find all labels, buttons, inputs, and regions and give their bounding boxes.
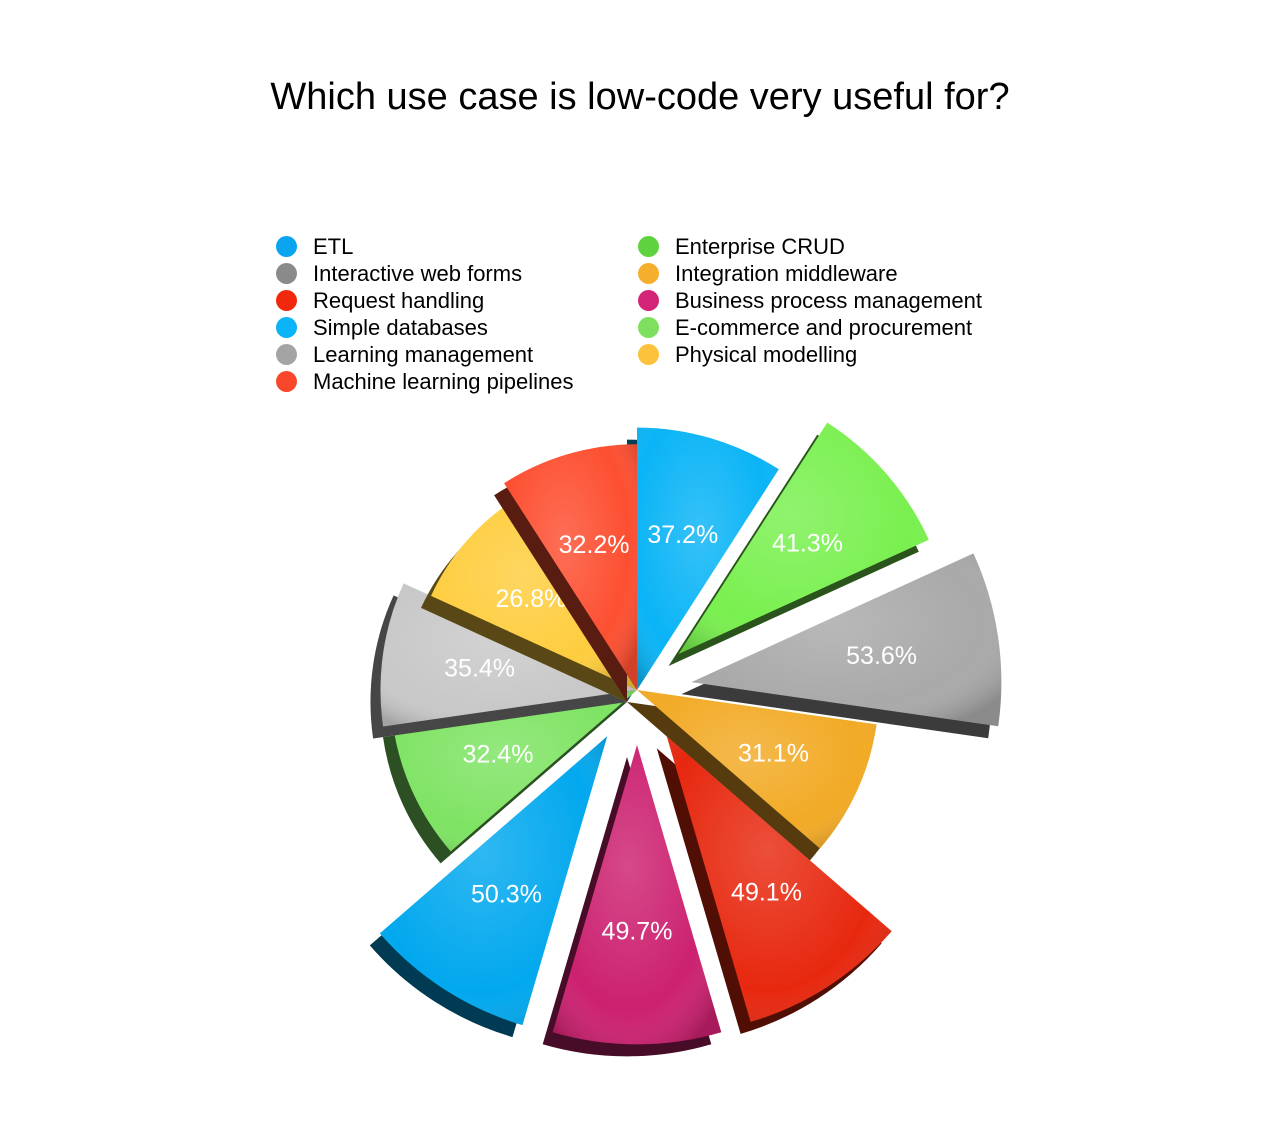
legend-swatch [276,371,297,392]
chart-title: Which use case is low-code very useful f… [270,76,1010,118]
pie-slice: 26.8% [421,499,637,702]
pie-slice-shading [380,583,637,727]
pie-slice-label: 49.1% [731,879,802,907]
pie-slice-shading [552,745,722,1045]
legend-item: Integration middleware [638,260,898,287]
pie-slice: 41.3% [668,422,929,666]
legend-label: Physical modelling [675,341,858,367]
legend-swatch [276,290,297,311]
pie-slice-shading [637,690,877,849]
legend-label: Interactive web forms [313,260,523,286]
legend-item: ETL [276,233,353,260]
legend-item: Enterprise CRUD [638,233,845,260]
legend-swatch [638,290,659,311]
pie-slice: 35.4% [370,583,637,739]
pie-slice: 37.2% [627,427,779,702]
pie-slice-shading [393,690,637,852]
legend-label: E-commerce and procurement [675,314,973,340]
legend-label: Simple databases [313,314,488,340]
legend-swatch [638,317,659,338]
pie-slice-label: 32.4% [463,741,534,769]
pie-slice-label: 31.1% [738,739,809,767]
legend-swatch [276,317,297,338]
pie-slice-shading [666,736,892,1022]
legend-label: ETL [313,233,354,259]
pie-slice: 49.7% [542,745,722,1057]
legend-item: Machine learning pipelines [276,368,574,395]
legend-item: Request handling [276,287,484,314]
legend-swatch [638,236,659,257]
pie-slice: 32.2% [494,444,637,702]
pie-slice: 50.3% [369,736,608,1038]
pie-slice-label: 26.8% [495,585,566,613]
pie-slice: 31.1% [627,690,877,861]
legend: ETL Interactive web forms Request handling… [276,233,1036,395]
pie-slice-label: 37.2% [647,521,718,549]
pie-slice-shading [691,553,1002,727]
pie-slice-shading [678,422,929,654]
pie-slice-label: 35.4% [444,654,515,682]
legend-item: Learning management [276,341,533,368]
pie-slice-shading [504,444,637,690]
legend-label: Request handling [313,287,485,313]
legend-item: Simple databases [276,314,488,341]
legend-label: Enterprise CRUD [675,233,845,259]
pie-slice-shading [431,499,637,690]
pie-slice: 49.1% [656,736,892,1034]
pie-slice-label: 32.2% [559,531,630,559]
legend-label: Learning management [313,341,534,367]
legend-item: Business process management [638,287,982,314]
pie-slice-label: 50.3% [471,880,542,908]
legend-swatch [276,344,297,365]
legend-swatch [276,236,297,257]
pie-slice-label: 49.7% [602,918,673,946]
legend-label: Business process management [675,287,982,313]
pie-slice: 53.6% [681,553,1002,739]
legend-swatch [276,263,297,284]
legend-item: E-commerce and procurement [638,314,972,341]
legend-item: Interactive web forms [276,260,522,287]
legend-swatch [638,263,659,284]
pie-slice-label: 41.3% [772,529,843,557]
pie-slice-shading [637,427,779,690]
legend-item: Physical modelling [638,341,857,368]
legend-swatch [638,344,659,365]
pie-slice: 32.4% [383,690,637,864]
pie-slice-shading [379,736,608,1026]
legend-label: Integration middleware [675,260,898,286]
pie-slice-label: 53.6% [846,642,917,670]
legend-label: Machine learning pipelines [313,368,574,394]
